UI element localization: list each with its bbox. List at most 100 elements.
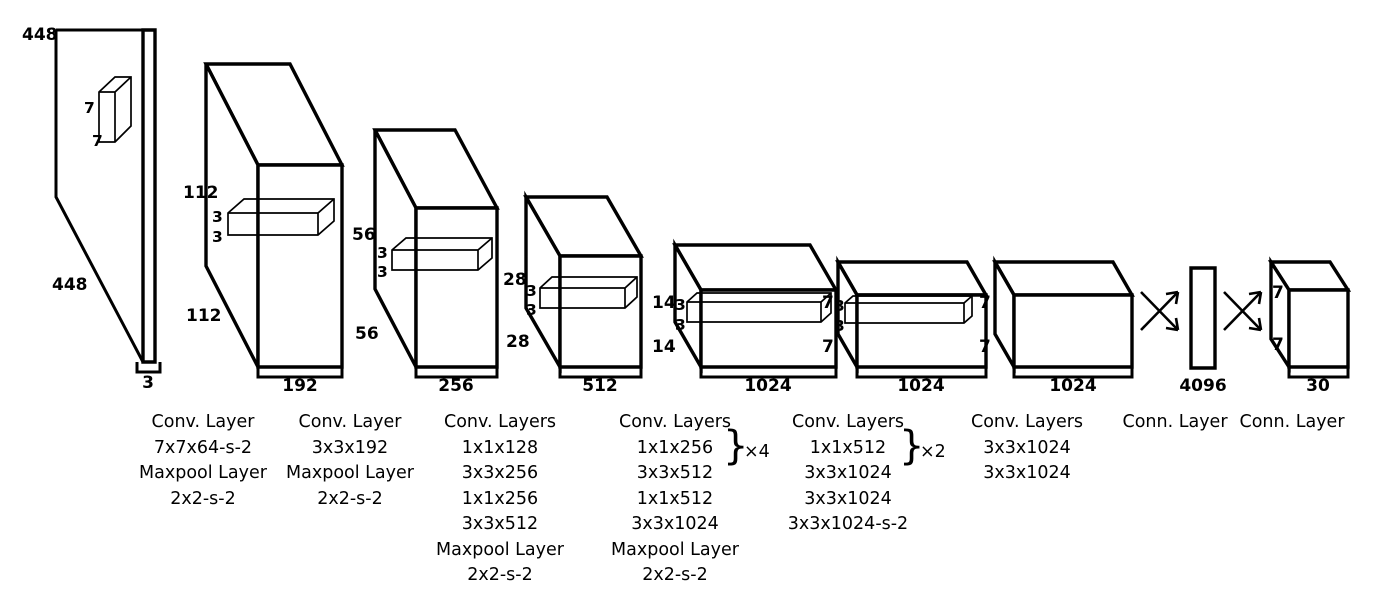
conv2-height-label: 56 bbox=[352, 225, 376, 245]
caption-conv4-line-6: 2x2-s-2 bbox=[642, 565, 708, 585]
caption-fc2-line-0: Conn. Layer bbox=[1239, 412, 1345, 432]
block-conv3 bbox=[523, 190, 644, 379]
conv4-channel-bracket bbox=[699, 367, 838, 379]
caption-conv1-line-1: 7x7x64-s-2 bbox=[153, 437, 253, 458]
kernel-conv4-inner bbox=[687, 292, 832, 322]
kernel-conv3-h-label: 3 bbox=[526, 282, 537, 300]
kernel-conv5-w-label: 3 bbox=[834, 317, 845, 335]
kernel-conv4-outline bbox=[686, 292, 832, 323]
kernel-input-h-label: 7 bbox=[84, 99, 95, 117]
cross-arrows-1 bbox=[1140, 290, 1180, 332]
kernel-conv4-h-label: 3 bbox=[675, 296, 686, 314]
caption-conv3: Conv. Layers 1x1x128 3x3x256 1x1x256 3x3… bbox=[415, 410, 585, 589]
output-channel-label: 30 bbox=[1306, 376, 1330, 396]
caption-conv4-line-4: 3x3x1024 bbox=[631, 514, 719, 534]
input-depth-label: 448 bbox=[52, 275, 88, 295]
conv6-height-label: 7 bbox=[979, 293, 991, 313]
caption-conv5-line-1: 1x1x512 bbox=[809, 437, 887, 458]
conv1-channel-label: 192 bbox=[282, 376, 318, 396]
conv4-depth-label: 14 bbox=[652, 337, 676, 357]
kernel-conv1-h-label: 3 bbox=[212, 208, 223, 226]
conv2-channel-label: 256 bbox=[438, 376, 474, 396]
block-conv1 bbox=[203, 62, 345, 379]
kernel-conv4 bbox=[686, 292, 832, 323]
kernel-conv2-h-label: 3 bbox=[377, 244, 388, 262]
kernel-conv5-inner bbox=[845, 295, 973, 323]
conv6-front-face bbox=[1012, 293, 1134, 369]
caption-conv5-line-4: 3x3x1024-s-2 bbox=[787, 514, 909, 534]
caption-conv1: Conv. Layer 7x7x64-s-2 Maxpool Layer 2x2… bbox=[118, 410, 288, 512]
conv5-front-face bbox=[855, 293, 988, 369]
conv2-front-face bbox=[414, 206, 499, 369]
conv5-height-label: 7 bbox=[822, 293, 834, 313]
kernel-input-outline bbox=[98, 76, 132, 143]
kernel-conv2 bbox=[391, 237, 493, 271]
caption-fc1-line-0: Conn. Layer bbox=[1122, 412, 1228, 432]
caption-fc2: Conn. Layer bbox=[1207, 410, 1374, 436]
kernel-conv3 bbox=[539, 276, 638, 309]
caption-conv4-line-2: 3x3x512 bbox=[636, 463, 714, 483]
caption-conv2-line-2: Maxpool Layer bbox=[286, 463, 414, 483]
caption-conv6-line-1: 3x3x1024 bbox=[983, 437, 1071, 458]
caption-conv3-line-5: Maxpool Layer bbox=[436, 539, 564, 560]
kernel-conv1-inner bbox=[228, 198, 335, 235]
kernel-conv5-h-label: 3 bbox=[834, 297, 845, 315]
caption-conv3-line-3: 1x1x256 bbox=[461, 488, 539, 509]
block-fc1 bbox=[1189, 266, 1217, 370]
output-height-label: 7 bbox=[1272, 283, 1284, 303]
caption-conv3-line-2: 3x3x256 bbox=[461, 463, 539, 483]
kernel-conv2-w-label: 3 bbox=[377, 263, 388, 281]
block-output bbox=[1267, 256, 1352, 379]
caption-conv2-line-1: 3x3x192 bbox=[311, 437, 389, 458]
caption-conv2: Conv. Layer 3x3x192 Maxpool Layer 2x2-s-… bbox=[265, 410, 435, 512]
kernel-conv1 bbox=[227, 198, 335, 236]
conv4-top-face bbox=[672, 243, 839, 292]
cross-arrows-2 bbox=[1223, 290, 1263, 332]
caption-conv4-line-5: Maxpool Layer bbox=[611, 539, 739, 560]
caption-conv6: Conv. Layers 3x3x1024 3x3x1024 bbox=[937, 410, 1117, 487]
block-input bbox=[54, 28, 162, 374]
kernel-conv4-w-label: 3 bbox=[675, 316, 686, 334]
kernel-conv3-outline bbox=[539, 276, 638, 309]
conv1-depth-label: 112 bbox=[186, 306, 222, 326]
cross2-arrow-down-head bbox=[1248, 317, 1263, 332]
caption-conv4-line-1: 1x1x256 bbox=[636, 437, 714, 458]
conv3-channel-bracket bbox=[558, 367, 643, 379]
caption-conv4-line-3: 1x1x512 bbox=[636, 488, 714, 509]
kernel-conv1-w-label: 3 bbox=[212, 228, 223, 246]
conv6-channel-bracket bbox=[1012, 367, 1134, 379]
conv1-height-label: 112 bbox=[183, 183, 219, 203]
conv6-depth-label: 7 bbox=[979, 337, 991, 357]
cross1-arrow-down-head bbox=[1165, 317, 1180, 332]
cross2-arrow-up-head bbox=[1248, 290, 1263, 305]
block-conv6 bbox=[992, 255, 1135, 379]
input-channel-label: 3 bbox=[142, 373, 154, 393]
conv3-height-label: 28 bbox=[503, 270, 527, 290]
conv5-depth-label: 7 bbox=[822, 337, 834, 357]
conv1-channel-bracket bbox=[256, 367, 344, 379]
kernel-conv2-outline bbox=[391, 237, 493, 271]
network-architecture-diagram: 448 448 3 7 7 112 112 192 3 3 56 56 256 … bbox=[22, 25, 1352, 396]
caption-conv4-multiplier: ×4 bbox=[744, 442, 770, 462]
cross1-arrow-up-head bbox=[1165, 290, 1180, 305]
input-height-label: 448 bbox=[22, 25, 58, 45]
caption-conv1-line-2: Maxpool Layer bbox=[139, 463, 267, 483]
output-depth-label: 7 bbox=[1272, 335, 1284, 355]
kernel-input-inner bbox=[99, 76, 132, 142]
output-channel-bracket bbox=[1287, 367, 1350, 379]
caption-conv5-brace: } bbox=[899, 423, 925, 469]
output-front-face bbox=[1287, 288, 1350, 369]
conv3-front-face bbox=[558, 254, 643, 369]
conv5-channel-label: 1024 bbox=[897, 376, 944, 396]
kernel-input-w-label: 7 bbox=[92, 132, 103, 150]
conv1-front-face bbox=[256, 163, 344, 369]
kernel-conv5-outline bbox=[844, 295, 973, 324]
caption-conv1-line-0: Conv. Layer bbox=[151, 412, 255, 432]
caption-conv3-line-6: 2x2-s-2 bbox=[467, 565, 533, 585]
block-conv4 bbox=[672, 238, 839, 379]
caption-fc1: Conn. Layer bbox=[1090, 410, 1260, 436]
conv4-channel-label: 1024 bbox=[744, 376, 791, 396]
kernel-input bbox=[98, 76, 132, 143]
block-conv5 bbox=[835, 255, 989, 379]
caption-conv5-line-3: 3x3x1024 bbox=[804, 488, 892, 509]
